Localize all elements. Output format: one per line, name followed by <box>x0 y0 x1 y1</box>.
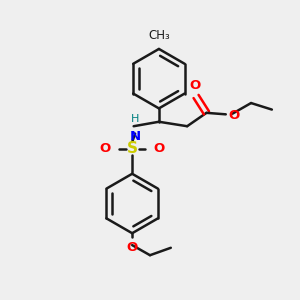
Text: O: O <box>189 79 200 92</box>
Text: H: H <box>131 114 139 124</box>
Text: O: O <box>229 109 240 122</box>
Text: N: N <box>130 130 141 143</box>
Text: O: O <box>100 142 111 155</box>
Text: CH₃: CH₃ <box>148 29 170 42</box>
Text: S: S <box>127 141 138 156</box>
Text: O: O <box>127 241 138 254</box>
Text: O: O <box>154 142 165 155</box>
